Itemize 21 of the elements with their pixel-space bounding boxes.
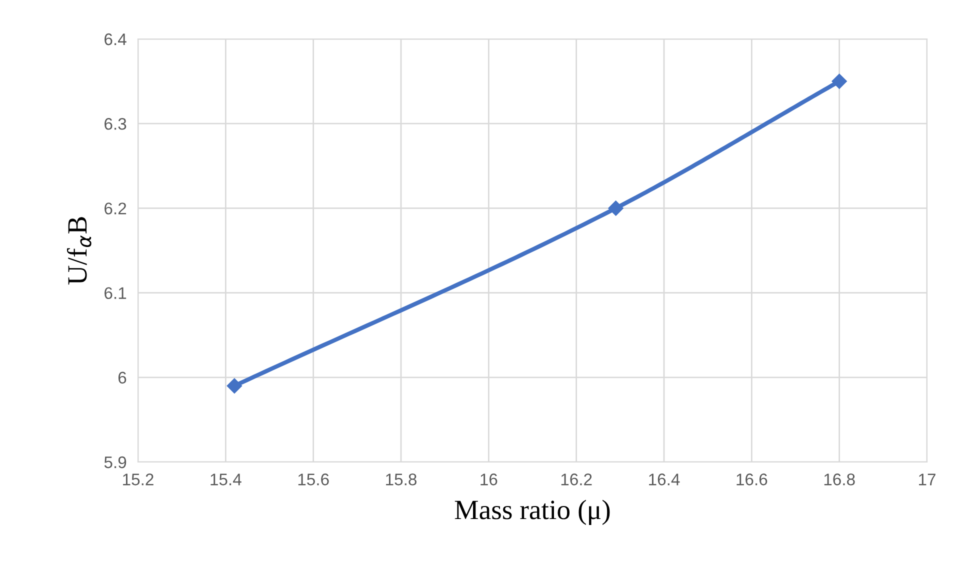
y-tick-label: 5.9 xyxy=(104,456,126,468)
y-tick-label: 6 xyxy=(118,372,126,384)
x-tick-label: 15.4 xyxy=(210,474,242,486)
x-tick-label: 16.6 xyxy=(736,474,768,486)
point xyxy=(832,74,847,89)
x-tick-label: 15.2 xyxy=(123,474,154,486)
x-tick-label: 15.8 xyxy=(386,474,416,486)
y-tick-label: 6.4 xyxy=(104,33,126,46)
x-tick-label: 15.6 xyxy=(298,474,329,486)
x-tick-label: 16 xyxy=(480,474,498,486)
y-tick-label: 6.3 xyxy=(104,118,126,130)
x-tick-label: 17 xyxy=(919,474,936,486)
x-tick-label: 16.4 xyxy=(649,474,680,486)
point xyxy=(226,378,242,394)
y-axis-title: U/f$_{α}$B xyxy=(66,217,92,285)
y-tick-label: 6.1 xyxy=(104,287,126,300)
point xyxy=(608,200,624,216)
x-tick-label: 16.8 xyxy=(824,474,855,486)
x-tick-label: 16.2 xyxy=(561,474,592,486)
x-axis-title: Mass ratio (μ) xyxy=(454,500,610,525)
y-tick-label: 6.2 xyxy=(104,202,126,214)
